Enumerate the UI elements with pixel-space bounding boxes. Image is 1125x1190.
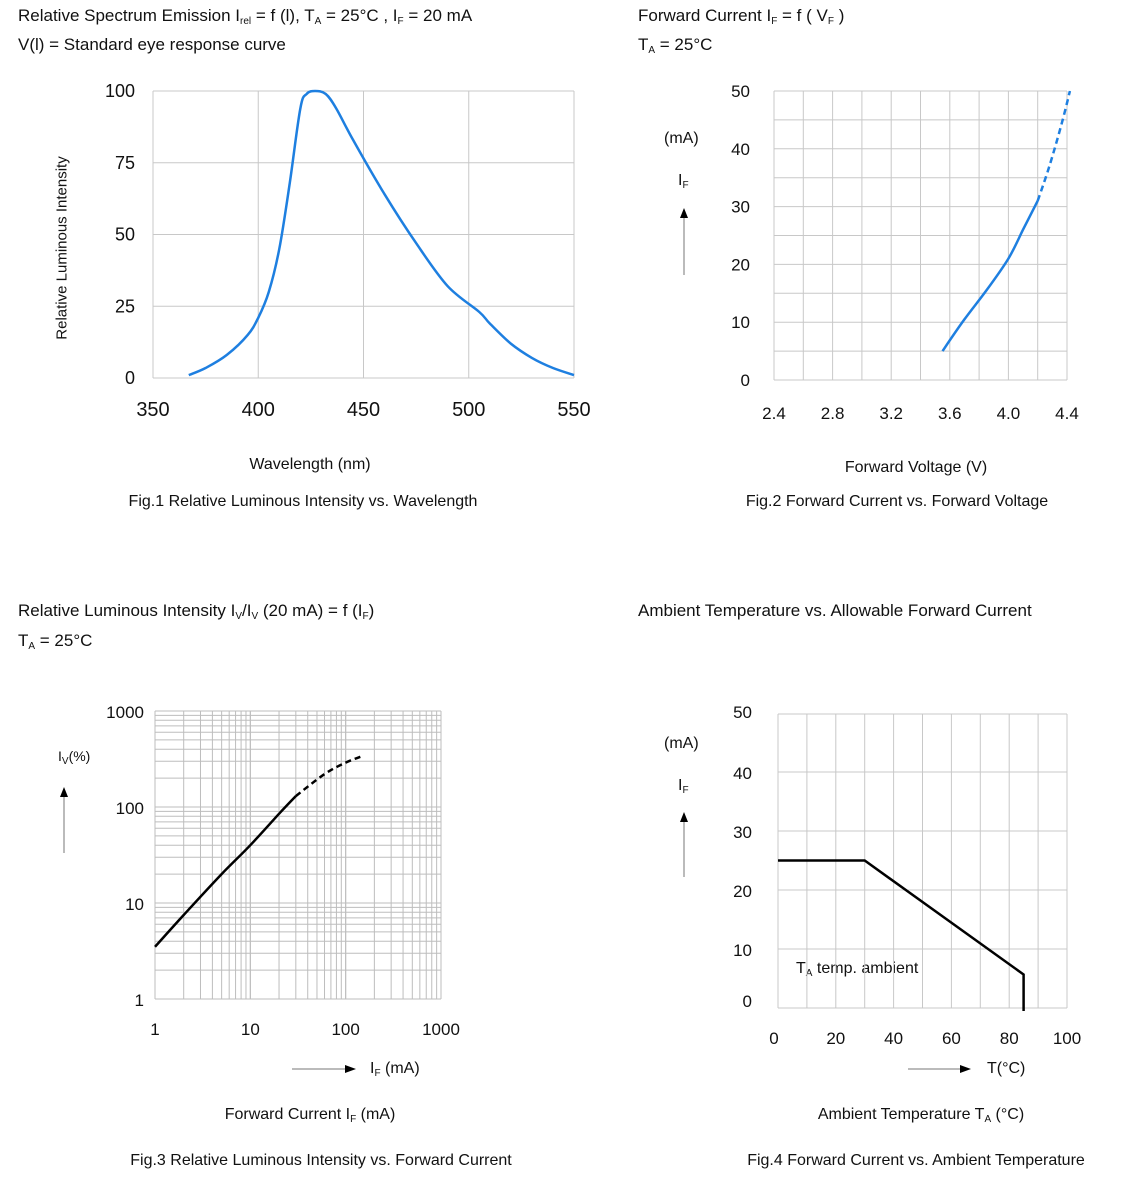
fig4-y-tick: 30 (733, 823, 752, 842)
fig2-series-dashed (1036, 90, 1072, 202)
fig3-grid (154, 710, 442, 1000)
fig2-y-tick: 10 (731, 313, 750, 332)
fig4-y-tick: 40 (733, 764, 752, 783)
fig1-x-axis-label: Wavelength (nm) (249, 456, 371, 473)
fig3-y-tick: 10 (125, 895, 144, 914)
fig3-header-line1: Relative Luminous Intensity IV/IV (20 mA… (18, 601, 375, 622)
fig4-y-arrow-head (680, 812, 688, 822)
fig3-x-tick: 1000 (422, 1020, 460, 1039)
fig1-y-tick: 75 (115, 153, 135, 173)
fig1-x-tick: 550 (557, 399, 590, 421)
fig4-x-tick: 40 (884, 1029, 903, 1048)
fig2-caption: Fig.2 Forward Current vs. Forward Voltag… (745, 493, 1049, 510)
fig3-series-solid (154, 795, 297, 948)
fig4-header: Ambient Temperature vs. Allowable Forwar… (638, 601, 1032, 620)
fig2-x-tick: 4.0 (997, 404, 1021, 423)
fig4-y-tick: 0 (743, 992, 752, 1011)
fig3-x-symbol: IF (mA) (370, 1060, 420, 1079)
fig4-x-symbol: T(°C) (987, 1060, 1026, 1077)
fig3-x-tick: 100 (331, 1020, 359, 1039)
fig4-series-line (778, 859, 1025, 1011)
fig4-caption: Fig.4 Forward Current vs. Ambient Temper… (747, 1152, 1085, 1169)
fig4-y-symbol: IF (678, 777, 689, 796)
fig3-header-line2: TA = 25°C (18, 631, 93, 652)
fig3-y-symbol: IV(%) (58, 748, 91, 767)
fig1-header-line1: Relative Spectrum Emission Irel = f (l),… (18, 6, 473, 27)
fig1-series-line (188, 89, 575, 377)
fig2-x-tick: 4.4 (1055, 404, 1079, 423)
fig4-x-tick: 80 (1000, 1029, 1019, 1048)
fig4-x-arrow-head (960, 1065, 971, 1073)
fig4-y-tick: 50 (733, 703, 752, 722)
fig2-x-tick: 2.4 (762, 404, 786, 423)
fig3-y-tick: 100 (116, 799, 144, 818)
fig4-x-tick: 20 (826, 1029, 845, 1048)
fig2-y-tick: 40 (731, 140, 750, 159)
fig1-x-tick: 400 (242, 399, 275, 421)
fig2-x-tick: 3.6 (938, 404, 962, 423)
fig4-x-tick: 60 (942, 1029, 961, 1048)
fig4-x-tick: 100 (1053, 1029, 1081, 1048)
fig1-y-tick: 25 (115, 296, 135, 316)
fig4-annotation: TA temp. ambient (796, 960, 919, 979)
fig1-x-tick: 500 (452, 399, 485, 421)
fig2-y-symbol: IF (678, 172, 689, 191)
fig2-header-line1: Forward Current IF = f ( VF ) (638, 6, 845, 27)
fig3-y-arrow-head (60, 787, 68, 797)
fig2-x-tick: 3.2 (879, 404, 903, 423)
fig2-y-tick: 0 (741, 371, 750, 390)
fig2-y-tick: 20 (731, 255, 750, 274)
fig1-y-tick: 50 (115, 225, 135, 245)
fig1-caption: Fig.1 Relative Luminous Intensity vs. Wa… (128, 493, 478, 510)
fig2-x-axis-label: Forward Voltage (V) (844, 459, 988, 476)
fig2-y-unit: (mA) (664, 130, 699, 147)
fig4-y-tick: 10 (733, 941, 752, 960)
fig2-y-tick: 50 (731, 82, 750, 101)
fig3-x-axis-label: Forward Current IF (mA) (224, 1106, 396, 1125)
fig4-y-unit: (mA) (664, 735, 699, 752)
fig3-x-arrow-head (345, 1065, 356, 1073)
fig4-x-tick: 0 (769, 1029, 778, 1048)
fig3-y-tick: 1 (135, 991, 144, 1010)
fig4-x-axis-label: Ambient Temperature TA (°C) (817, 1106, 1025, 1125)
fig4-y-tick: 20 (733, 882, 752, 901)
fig1-grid (152, 90, 575, 379)
fig1-x-tick: 350 (136, 399, 169, 421)
fig3-y-tick: 1000 (106, 703, 144, 722)
fig3-series-dashed (295, 754, 363, 798)
fig3-caption: Fig.3 Relative Luminous Intensity vs. Fo… (130, 1152, 512, 1169)
fig1-y-tick: 0 (125, 368, 135, 388)
fig2-x-tick: 2.8 (821, 404, 845, 423)
fig2-y-arrow-head (680, 208, 688, 218)
fig2-series-solid (941, 200, 1039, 352)
fig3-x-tick: 1 (150, 1020, 159, 1039)
fig2-header-line2: TA = 25°C (638, 35, 713, 56)
fig2-y-tick: 30 (731, 198, 750, 217)
fig1-x-tick: 450 (347, 399, 380, 421)
fig1-y-tick: 100 (105, 81, 135, 101)
fig1-header-line2: V(l) = Standard eye response curve (18, 35, 286, 54)
fig3-x-tick: 10 (241, 1020, 260, 1039)
fig2-grid (773, 90, 1068, 381)
